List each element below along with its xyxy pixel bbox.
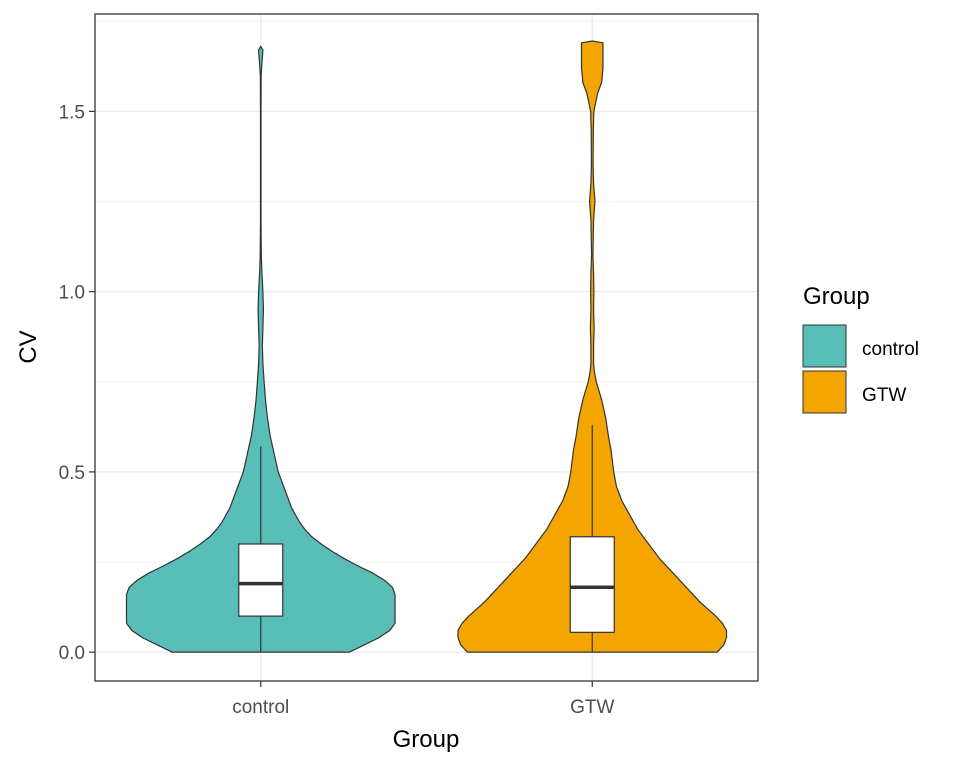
- x-tick-label-GTW: GTW: [570, 697, 614, 718]
- violins: [125, 40, 728, 653]
- legend-label-control: control: [862, 339, 919, 360]
- legend: Group control GTW: [802, 283, 919, 414]
- y-tick-label: 0.5: [59, 463, 85, 484]
- x-tick-label-control: control: [232, 697, 289, 718]
- legend-swatch-gtw: [802, 370, 847, 414]
- plot-border: [94, 13, 759, 682]
- box-control: [238, 543, 284, 617]
- y-tick-label: 1.0: [59, 283, 85, 304]
- x-axis-title: Group: [393, 726, 460, 753]
- x-axis: control GTW: [232, 681, 614, 718]
- legend-label-gtw: GTW: [862, 385, 906, 406]
- y-tick-label: 1.5: [59, 102, 85, 123]
- violin-GTW: [457, 40, 728, 653]
- y-tick-label: 0.0: [59, 643, 85, 664]
- legend-swatch-control: [802, 324, 847, 368]
- violin-control: [125, 45, 396, 653]
- y-axis-title: CV: [15, 330, 42, 363]
- y-axis: 0.0 0.5 1.0 1.5: [59, 102, 95, 664]
- box-GTW: [569, 536, 615, 633]
- legend-title: Group: [803, 283, 870, 310]
